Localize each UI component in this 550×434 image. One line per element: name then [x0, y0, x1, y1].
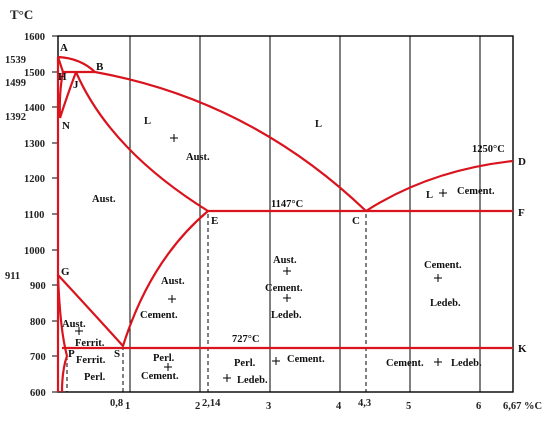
region-ferrit-perl-1: Ferrit. — [76, 355, 106, 366]
region-cement-ledeb-low-2: Ledeb. — [451, 358, 482, 369]
x-tick-label: 2 — [195, 401, 200, 412]
region-aust-cem-led-1: Aust. — [273, 255, 297, 266]
point-H: H — [58, 71, 67, 83]
region-cem-led-2: Ledeb. — [430, 298, 461, 309]
point-C: C — [352, 215, 360, 227]
x-tick-label: 2,14 — [202, 398, 221, 409]
region-liquid-aust: Aust. — [186, 152, 210, 163]
point-D: D — [518, 156, 526, 168]
region-aust-ferrit-2: Ferrit. — [75, 338, 105, 349]
dashed-guides — [66, 214, 367, 392]
region-cem-led-1: Cement. — [424, 260, 462, 271]
point-labels: A B H J N E C D F G P S K — [58, 42, 527, 360]
region-ferrit-perl-2: Perl. — [84, 372, 106, 383]
y-tick-label: 1200 — [24, 174, 45, 185]
region-perl-led-3: Ledeb. — [237, 375, 268, 386]
region-aust-cement-2: Cement. — [140, 310, 178, 321]
y-axis-title: T°C — [10, 7, 33, 22]
point-P: P — [68, 348, 75, 360]
region-aust: Aust. — [92, 194, 116, 205]
point-N: N — [62, 120, 70, 132]
eutectoid-temp-label: 727°C — [232, 334, 260, 345]
temp-label-1539: 1539 — [5, 55, 26, 66]
region-aust-cem-led-3: Ledeb. — [271, 310, 302, 321]
region-aust-ferrit-1: Aust. — [62, 319, 86, 330]
region-labels: L L Aust. Aust. L Cement. Aust. Cement. … — [62, 116, 495, 386]
y-tick-label: 1000 — [24, 246, 45, 257]
liquidus-ABC — [57, 55, 367, 212]
solidus-JE — [74, 71, 209, 212]
temp-label-1392: 1392 — [5, 112, 26, 123]
acm-line-ES — [121, 210, 209, 347]
region-aust-cement-1: Aust. — [161, 276, 185, 287]
eutectic-temp-label: 1147°C — [271, 199, 303, 210]
region-perl-cement-2: Cement. — [141, 371, 179, 382]
vertical-grid — [129, 36, 481, 392]
x-tick-label: 4,3 — [358, 398, 371, 409]
line-HN — [58, 71, 65, 119]
region-perl-cement-1: Perl. — [153, 353, 175, 364]
x-tick-label: 6 — [476, 401, 481, 412]
point-B: B — [96, 61, 104, 73]
y-tick-label: 1100 — [24, 210, 44, 221]
temp-label-911: 911 — [5, 271, 20, 282]
region-cement-ledeb-low-1: Cement. — [386, 358, 424, 369]
region-liquid-cement-word: Cement. — [457, 186, 495, 197]
region-perl-led-2: Cement. — [287, 354, 325, 365]
x-tick-label: 0,8 — [110, 398, 123, 409]
solvus-PQ — [60, 355, 69, 393]
region-liquid-cement-L: L — [426, 190, 433, 201]
y-tick-label: 1600 — [24, 32, 45, 43]
region-perl-led-1: Perl. — [234, 358, 256, 369]
phase-lines — [56, 55, 514, 393]
plus-markers — [75, 134, 447, 382]
y-tick-label: 700 — [30, 352, 46, 363]
line-GP — [56, 274, 69, 357]
temp-label-1499: 1499 — [5, 78, 26, 89]
a3-line-GS — [57, 274, 124, 347]
y-tick-label: 1500 — [24, 68, 45, 79]
y-tick-label: 1300 — [24, 139, 45, 150]
x-tick-label: 6,67 %C — [503, 401, 542, 412]
x-tick-labels: 0,8 1 2 2,14 3 4 4,3 5 6 6,67 %C — [110, 398, 542, 412]
x-tick-label: 3 — [266, 401, 271, 412]
point-E: E — [211, 215, 218, 227]
liquidus-temp-label: 1250°C — [472, 144, 505, 155]
point-F: F — [518, 207, 525, 219]
y-tick-label: 800 — [30, 317, 46, 328]
region-liquid-right: L — [315, 119, 322, 130]
x-tick-label: 4 — [336, 401, 342, 412]
y-tick-label: 900 — [30, 281, 46, 292]
region-aust-cem-led-2: Cement. — [265, 283, 303, 294]
x-tick-label: 1 — [125, 401, 130, 412]
point-S: S — [114, 348, 120, 360]
y-tick-label: 600 — [30, 388, 46, 399]
point-G: G — [61, 266, 70, 278]
x-tick-label: 5 — [406, 401, 411, 412]
y-tick-labels: 1600 1500 1400 1300 1200 1100 1000 900 8… — [24, 32, 46, 399]
y-tick-label: 1400 — [24, 103, 45, 114]
liquidus-CD — [365, 159, 514, 212]
point-K: K — [518, 343, 527, 355]
region-liquid-left: L — [144, 116, 151, 127]
line-JN — [58, 71, 78, 119]
point-A: A — [60, 42, 68, 54]
point-J: J — [73, 79, 79, 91]
